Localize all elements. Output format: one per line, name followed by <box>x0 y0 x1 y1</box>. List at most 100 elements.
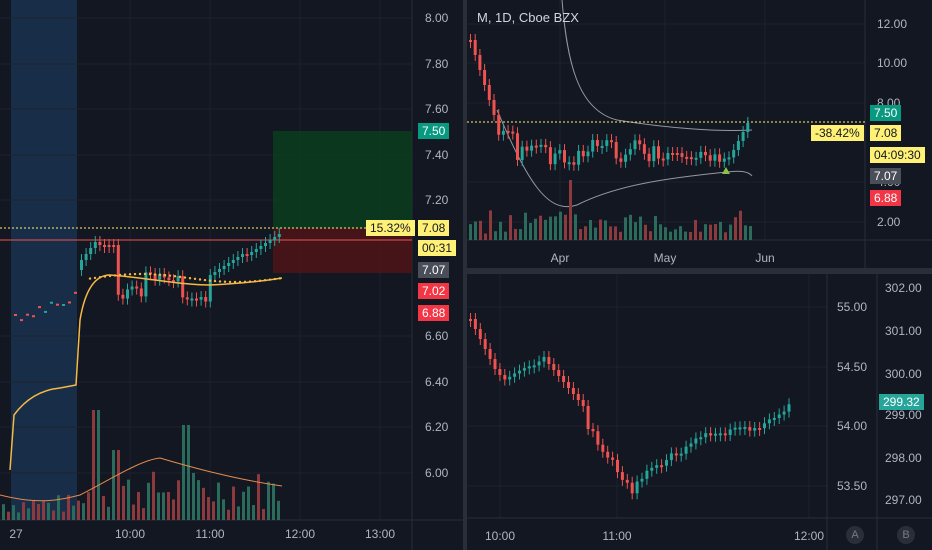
candle-body <box>530 145 534 151</box>
tr-price-tick: 2.00 <box>877 215 901 229</box>
candle-body <box>153 273 157 280</box>
volume-bar <box>474 221 477 240</box>
left-price-tick: 6.20 <box>425 420 449 434</box>
left-gray-price-tag: 7.07 <box>418 262 450 278</box>
left-time-tick: 27 <box>9 527 23 541</box>
left-chart-canvas[interactable]: 8.00 7.80 7.60 7.40 7.20 6.60 6.40 6.20 6.00 27 10… <box>0 0 463 550</box>
volume-bar <box>52 510 55 520</box>
tr-time-tick: Jun <box>755 251 774 265</box>
vwap-dot <box>143 272 147 276</box>
compare-a-button[interactable]: A <box>846 526 864 544</box>
candle-body <box>732 150 736 158</box>
candle-body <box>713 154 717 161</box>
volume-bar <box>689 231 692 240</box>
tr-gray-price-tag: 7.07 <box>870 168 902 184</box>
candle-body <box>699 437 703 440</box>
left-price-tick: 7.60 <box>425 102 449 116</box>
left-price-tick: 8.00 <box>425 11 449 25</box>
volume-bar <box>504 231 507 240</box>
volume-bar <box>267 481 270 520</box>
vwap-dot <box>258 279 262 282</box>
vwap-dot <box>228 280 232 284</box>
candle-body <box>620 472 624 480</box>
candle-body <box>195 298 198 301</box>
tr-price-tick: 12.00 <box>877 17 907 31</box>
candle-body <box>222 266 226 269</box>
candle-body <box>483 70 487 85</box>
bottom-right-chart-pane[interactable]: 55.00 54.50 54.00 53.50 302.00 301.00 300.00 29… <box>467 274 932 550</box>
candle-body <box>126 289 129 299</box>
candle-body <box>98 242 102 245</box>
volume-bar <box>132 504 135 520</box>
left-chart-pane[interactable]: 8.00 7.80 7.60 7.40 7.20 6.60 6.40 6.20 6.00 27 10… <box>0 0 463 550</box>
bottom-right-chart-canvas[interactable]: 55.00 54.50 54.00 53.50 302.00 301.00 300.00 29… <box>467 274 932 550</box>
volume-bar <box>644 224 647 240</box>
candle-body <box>660 465 664 468</box>
candle-body <box>493 359 497 369</box>
vwap-dot <box>123 273 127 276</box>
candle-body <box>218 269 221 272</box>
left-price-tick: 6.40 <box>425 375 449 389</box>
premarket-tick <box>56 303 59 306</box>
candle-body <box>723 433 727 436</box>
candle-body <box>518 370 521 374</box>
volume-bar <box>744 225 747 240</box>
br-time-tick: 10:00 <box>485 529 515 543</box>
vertical-divider[interactable] <box>463 0 467 550</box>
volume-bar <box>494 231 497 240</box>
profit-zone[interactable] <box>273 131 412 228</box>
candle-body <box>548 147 552 165</box>
left-price-tick: 7.80 <box>425 57 449 71</box>
horizontal-divider[interactable] <box>467 268 932 274</box>
candle-body <box>508 376 512 380</box>
candle-body <box>185 297 189 300</box>
volume-bar <box>182 425 185 520</box>
volume-bar <box>719 221 722 240</box>
candle-body <box>139 288 143 297</box>
br-last-price-tag: 299.32 <box>879 394 924 410</box>
candle-body <box>213 272 217 275</box>
volume-bar <box>92 410 95 520</box>
candle-body <box>652 146 656 162</box>
vwap-dot <box>98 276 102 279</box>
vwap-dot <box>233 280 237 284</box>
br-time-tick: 12:00 <box>794 529 824 543</box>
volume-bar <box>152 471 155 520</box>
candle-body <box>562 376 566 382</box>
br-right-price-tick: 301.00 <box>885 324 922 338</box>
vwap-dot <box>88 277 92 280</box>
vwap-dot <box>113 274 117 277</box>
vwap-dot <box>248 280 252 283</box>
vwap-dot <box>178 275 182 279</box>
candle-body <box>103 245 106 247</box>
candle-body <box>680 153 684 157</box>
candle-body <box>640 478 644 482</box>
vwap-dot <box>118 273 122 277</box>
candle-body <box>625 479 629 483</box>
volume-bar <box>32 500 35 520</box>
candle-body <box>772 417 776 420</box>
candle-body <box>259 246 263 249</box>
candle-body <box>633 140 637 150</box>
candle-body <box>567 162 571 165</box>
candle-body <box>671 152 675 155</box>
volume-bar <box>222 499 225 520</box>
volume-bar <box>749 226 752 240</box>
candle-body <box>483 339 487 349</box>
compare-b-button[interactable]: B <box>897 526 915 544</box>
candle-body <box>236 257 240 260</box>
candle-body <box>501 130 505 135</box>
vwap-dot <box>133 272 137 276</box>
candle-body <box>506 130 510 133</box>
candle-body <box>727 157 731 160</box>
candle-body <box>601 444 605 452</box>
volume-bar <box>739 210 742 240</box>
vwap-dot <box>138 272 142 276</box>
volume-bar <box>82 503 85 520</box>
symbol-title[interactable]: M, 1D, Cboe BZX <box>477 10 579 25</box>
volume-bar <box>654 216 657 240</box>
vwap-dot <box>208 279 212 282</box>
candle-body <box>522 368 526 371</box>
left-price-tick: 6.60 <box>425 329 449 343</box>
